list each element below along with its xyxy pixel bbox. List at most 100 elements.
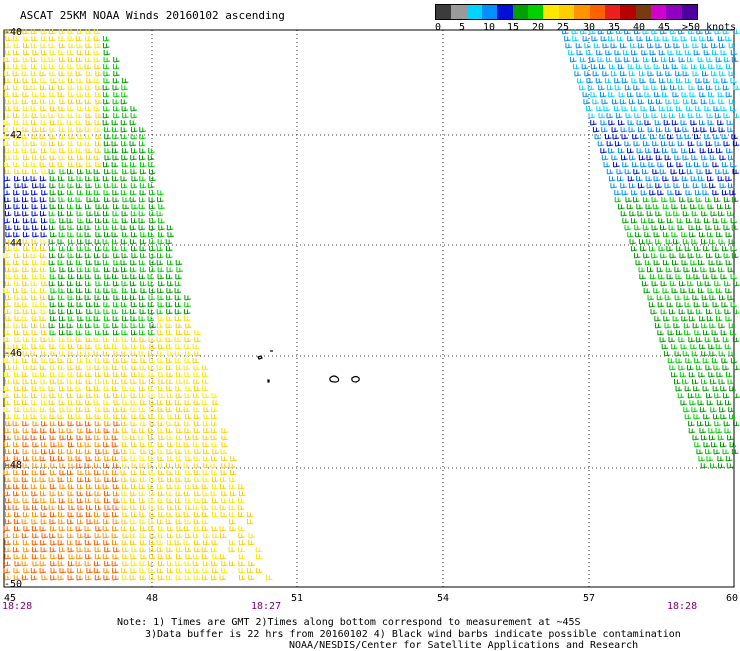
wind-barb [644, 260, 652, 266]
wind-barb [138, 372, 146, 378]
wind-barb [93, 176, 101, 182]
wind-barb [704, 106, 711, 112]
wind-barb [156, 260, 164, 266]
wind-barb [93, 400, 101, 406]
wind-barb [688, 29, 695, 35]
wind-barb [104, 148, 112, 154]
wind-barb [663, 120, 671, 126]
wind-barb [75, 148, 83, 154]
wind-barb [58, 330, 66, 336]
wind-barb [728, 351, 736, 357]
wind-barb [660, 57, 668, 63]
wind-barb [725, 260, 733, 266]
wind-barb [156, 568, 164, 574]
wind-barb [148, 330, 155, 336]
wind-barb [129, 141, 137, 147]
wind-barb [103, 64, 110, 70]
wind-barb [75, 120, 83, 126]
wind-barb [59, 267, 66, 273]
wind-barb [84, 127, 92, 133]
wind-barb [57, 379, 65, 385]
wind-barb [701, 323, 708, 329]
wind-barb [85, 316, 93, 322]
wind-barb [157, 316, 165, 322]
wind-barb [57, 491, 65, 497]
wind-barb [157, 456, 165, 462]
wind-barb [717, 204, 724, 210]
wind-barb [149, 421, 157, 427]
wind-barb [727, 267, 735, 273]
wind-barb [67, 365, 74, 371]
wind-barb [67, 232, 74, 238]
wind-barbs [3, 29, 740, 581]
wind-barb [122, 547, 129, 553]
wind-barb [3, 141, 11, 147]
wind-barb [39, 386, 47, 392]
wind-barb [715, 344, 723, 350]
wind-barb [165, 400, 173, 406]
wind-barb [57, 120, 65, 126]
wind-barb [229, 526, 237, 532]
wind-barb [693, 274, 701, 280]
wind-barb [94, 295, 102, 301]
wind-barb [212, 477, 219, 483]
wind-barb [194, 491, 201, 497]
wind-barb [75, 197, 83, 203]
wind-barb [631, 50, 638, 56]
wind-barb [689, 400, 696, 406]
wind-barb [184, 519, 192, 525]
wind-barb [716, 400, 724, 406]
wind-barb [13, 344, 20, 350]
wind-barb [700, 267, 707, 273]
wind-barb [31, 505, 39, 511]
wind-barb [39, 344, 47, 350]
wind-barb [49, 134, 56, 140]
wind-barb [688, 372, 696, 378]
wind-barb [640, 246, 647, 252]
wind-barb [709, 351, 716, 357]
wind-barb [84, 204, 92, 210]
wind-barb [149, 190, 156, 196]
wind-barb [68, 274, 75, 280]
wind-barb [30, 29, 38, 35]
wind-barb [13, 127, 20, 133]
wind-barb [104, 274, 111, 280]
wind-barb [22, 428, 30, 434]
wind-barb [58, 323, 66, 329]
legend-swatch [589, 5, 606, 19]
wind-barb [176, 267, 183, 273]
wind-barb [732, 337, 740, 343]
wind-barb [688, 428, 696, 434]
wind-barb [5, 512, 12, 518]
wind-barb [140, 470, 147, 476]
wind-barb [50, 148, 57, 154]
wind-barb [590, 92, 598, 98]
wind-barb [184, 295, 191, 301]
wind-barb [22, 498, 30, 504]
wind-barb [611, 127, 619, 133]
wind-barb [95, 225, 102, 231]
wind-barb [49, 176, 57, 182]
wind-barb [621, 190, 629, 196]
wind-barb [722, 393, 730, 399]
wind-barb [211, 526, 219, 532]
wind-barb [685, 218, 693, 224]
wind-barb [228, 561, 236, 567]
wind-barb [50, 568, 58, 574]
wind-barb [95, 113, 103, 119]
wind-barb [157, 302, 165, 308]
wind-barb [3, 176, 11, 182]
wind-barb [31, 36, 38, 42]
wind-barb [39, 526, 47, 532]
wind-barb [704, 281, 712, 287]
wind-barb [203, 533, 210, 539]
wind-barb [692, 323, 700, 329]
wind-barb [696, 281, 704, 287]
wind-barb [130, 498, 137, 504]
wind-barb [636, 36, 644, 42]
wind-barb [77, 484, 84, 490]
wind-barb [31, 134, 38, 140]
wind-barb [94, 533, 102, 539]
wind-barb [651, 85, 658, 91]
wind-barb [130, 155, 137, 161]
